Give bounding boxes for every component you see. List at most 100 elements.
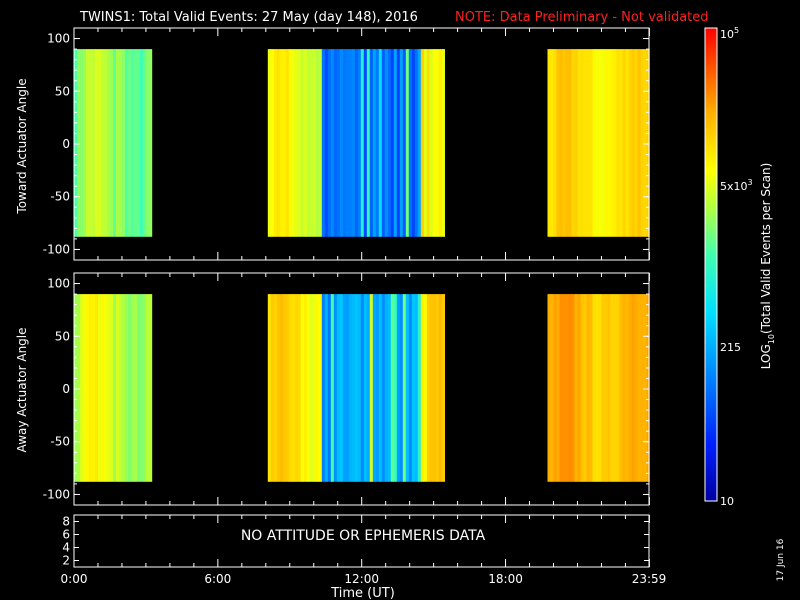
heatmap-column: [399, 294, 403, 482]
heatmap-column: [640, 294, 644, 482]
heatmap-column: [619, 294, 623, 482]
y-tick-label: 50: [55, 329, 70, 343]
heatmap-column: [643, 49, 647, 237]
heatmap-column: [282, 294, 286, 482]
heatmap-column: [131, 294, 135, 482]
heatmap-column: [77, 294, 81, 482]
heatmap-column: [342, 49, 346, 237]
heatmap-column: [137, 294, 141, 482]
heatmap-column: [565, 294, 569, 482]
heatmap-column: [146, 294, 150, 482]
heatmap-column: [438, 294, 442, 482]
heatmap-column: [98, 294, 102, 482]
heatmap-column: [306, 294, 310, 482]
heatmap-column: [580, 294, 584, 482]
y-tick-label: -100: [43, 487, 70, 501]
heatmap-column: [98, 49, 102, 237]
heatmap-column: [146, 49, 150, 237]
heatmap-column: [336, 49, 340, 237]
heatmap-column: [372, 49, 376, 237]
heatmap-column: [92, 49, 96, 237]
heatmap-column: [387, 294, 391, 482]
heatmap-column: [625, 294, 629, 482]
heatmap-column: [119, 294, 123, 482]
heatmap-column: [122, 49, 126, 237]
heatmap-column: [381, 49, 385, 237]
heatmap-column: [405, 49, 409, 237]
heatmap-column: [309, 294, 313, 482]
heatmap-column: [300, 49, 304, 237]
heatmap-column: [622, 294, 626, 482]
heatmap-column: [345, 49, 349, 237]
heatmap-column: [270, 49, 274, 237]
heatmap-column: [333, 294, 337, 482]
heatmap-column: [550, 294, 554, 482]
heatmap-column: [604, 294, 608, 482]
heatmap-column: [429, 294, 433, 482]
away-actuator-panel: 100 50 0 -50 -100: [43, 272, 650, 506]
heatmap-column: [357, 294, 361, 482]
heatmap-column: [646, 49, 650, 237]
heatmap-column: [426, 49, 430, 237]
heatmap-column: [306, 49, 310, 237]
heatmap-column: [393, 294, 397, 482]
heatmap-column: [402, 294, 406, 482]
heatmap-column: [134, 49, 138, 237]
heatmap-column: [378, 49, 382, 237]
toward-axis-label: Toward Actuator Angle: [15, 78, 29, 214]
heatmap-column: [559, 49, 563, 237]
heatmap-column: [92, 294, 96, 482]
heatmap-column: [137, 49, 141, 237]
heatmap-column: [122, 294, 126, 482]
heatmap-column: [411, 49, 415, 237]
heatmap-column: [387, 49, 391, 237]
heatmap-column: [339, 294, 343, 482]
heatmap-column: [77, 49, 81, 237]
heatmap-column: [285, 49, 289, 237]
heatmap-column: [438, 49, 442, 237]
heatmap-column: [119, 49, 123, 237]
heatmap-column: [89, 49, 93, 237]
heatmap-column: [420, 294, 424, 482]
heatmap-column: [565, 49, 569, 237]
heatmap-column: [619, 49, 623, 237]
heatmap-column: [80, 294, 84, 482]
heatmap-column: [95, 294, 99, 482]
heatmap-column: [143, 49, 147, 237]
heatmap-column: [342, 294, 346, 482]
colorbar-label-5e3: 5x103: [720, 178, 753, 193]
heatmap-column: [128, 49, 132, 237]
heatmap-column: [149, 294, 153, 482]
heatmap-column: [568, 49, 572, 237]
heatmap-column: [375, 49, 379, 237]
x-tick-label: 0:00: [61, 572, 88, 586]
heatmap-column: [577, 294, 581, 482]
heatmap-column: [360, 49, 364, 237]
heatmap-column: [592, 49, 596, 237]
heatmap-column: [267, 294, 271, 482]
heatmap-column: [348, 49, 352, 237]
heatmap-column: [366, 49, 370, 237]
heatmap-column: [384, 49, 388, 237]
heatmap-column: [586, 49, 590, 237]
heatmap-column: [574, 49, 578, 237]
heatmap-column: [276, 294, 280, 482]
y-tick-label: 6: [62, 528, 70, 542]
heatmap-column: [140, 294, 144, 482]
heatmap-column: [101, 294, 105, 482]
heatmap-column: [303, 49, 307, 237]
heatmap-column: [601, 294, 605, 482]
heatmap-column: [441, 294, 445, 482]
heatmap-column: [83, 49, 87, 237]
y-tick-label: 50: [55, 84, 70, 98]
heatmap-column: [553, 49, 557, 237]
heatmap-column: [74, 294, 78, 482]
y-tick-label: -50: [50, 435, 70, 449]
heatmap-column: [595, 49, 599, 237]
heatmap-column: [116, 294, 120, 482]
heatmap-column: [267, 49, 271, 237]
heatmap-column: [613, 294, 617, 482]
heatmap-column: [646, 294, 650, 482]
heatmap-column: [369, 294, 373, 482]
date-stamp: 17 Jun 16: [776, 538, 786, 581]
